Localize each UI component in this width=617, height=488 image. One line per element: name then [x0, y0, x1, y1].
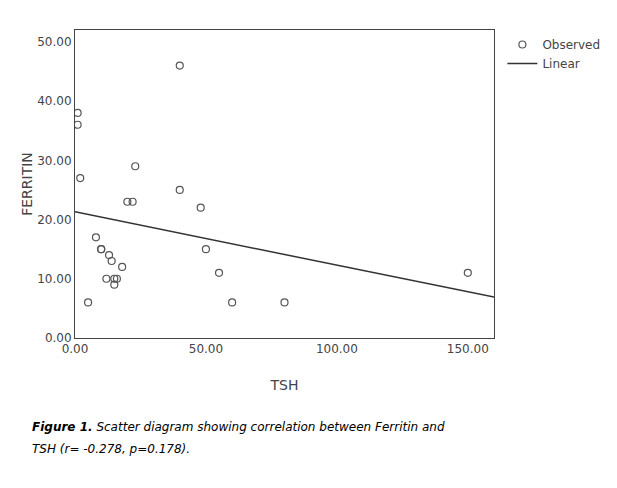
svg-text:TSH (r= -0.278, p=0.178).: TSH (r= -0.278, p=0.178). [32, 442, 190, 456]
svg-text:Linear: Linear [542, 57, 579, 71]
svg-text:Figure 1. Scatter diagram show: Figure 1. Scatter diagram showing correl… [32, 420, 445, 434]
svg-text:50.00: 50.00 [189, 342, 223, 356]
svg-text:100.00: 100.00 [316, 342, 358, 356]
svg-text:50.00: 50.00 [37, 35, 71, 49]
svg-text:TSH: TSH [270, 377, 299, 393]
svg-text:30.00: 30.00 [37, 154, 71, 168]
svg-text:40.00: 40.00 [37, 94, 71, 108]
svg-text:0.00: 0.00 [62, 342, 89, 356]
svg-text:150.00: 150.00 [447, 342, 489, 356]
svg-text:Observed: Observed [542, 38, 600, 52]
svg-text:10.00: 10.00 [37, 272, 71, 286]
svg-text:0.00: 0.00 [45, 331, 72, 345]
svg-text:20.00: 20.00 [37, 213, 71, 227]
svg-text:FERRITIN: FERRITIN [19, 152, 35, 216]
